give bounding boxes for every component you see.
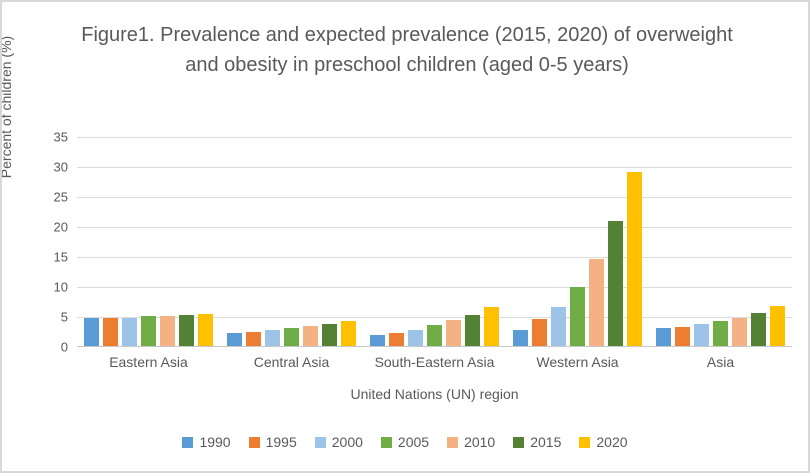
bar-2010-asia [732, 317, 747, 347]
x-axis-title: United Nations (UN) region [350, 386, 519, 402]
bar-groups [77, 137, 792, 347]
x-label-south-eastern-asia: South-Eastern Asia [374, 354, 495, 370]
legend-label-2020: 2020 [596, 434, 628, 450]
legend-swatch-1990 [182, 436, 194, 448]
plot-area [77, 137, 792, 347]
y-tick-10: 10 [53, 279, 68, 295]
bar-2015-western-asia [608, 221, 623, 347]
bar-1990-eastern-asia [84, 318, 99, 347]
legend-swatch-2005 [380, 436, 392, 448]
bar-group-eastern-asia [77, 137, 220, 347]
bar-2015-asia [751, 313, 766, 347]
bar-2000-eastern-asia [122, 317, 137, 347]
legend-swatch-2010 [447, 436, 459, 448]
bar-group-central-asia [220, 137, 363, 347]
bar-2020-south-eastern-asia [484, 307, 499, 347]
chart-title: Figure1. Prevalence and expected prevale… [81, 24, 733, 76]
gridline-5 [77, 317, 792, 318]
x-label-central-asia: Central Asia [253, 354, 330, 370]
legend-item-1995: 1995 [248, 434, 297, 450]
bar-2005-eastern-asia [141, 316, 156, 347]
gridline-20 [77, 227, 792, 228]
bar-2000-western-asia [551, 306, 566, 347]
legend-item-2010: 2010 [447, 434, 495, 450]
bar-1990-asia [656, 327, 671, 347]
bar-2020-eastern-asia [198, 314, 213, 347]
gridline-30 [77, 167, 792, 168]
y-axis-title: Percent of children (%) [0, 35, 14, 179]
bar-2005-western-asia [570, 287, 585, 347]
bar-2010-central-asia [303, 326, 318, 347]
legend-swatch-2020 [579, 436, 591, 448]
x-label-eastern-asia: Eastern Asia [109, 354, 188, 370]
bar-group-asia [649, 137, 792, 347]
bar-2020-asia [770, 306, 785, 347]
bar-2005-asia [713, 321, 728, 347]
y-tick-30: 30 [53, 159, 68, 175]
bar-1995-western-asia [532, 319, 547, 347]
y-tick-15: 15 [53, 249, 68, 265]
legend-label-2005: 2005 [397, 434, 430, 450]
bar-2000-central-asia [265, 330, 280, 347]
bar-2020-western-asia [627, 171, 642, 347]
legend-item-2000: 2000 [314, 434, 363, 450]
legend-label-1995: 1995 [265, 434, 297, 450]
bar-1995-central-asia [246, 332, 261, 347]
legend-item-2005: 2005 [380, 434, 430, 450]
bar-1995-south-eastern-asia [389, 332, 404, 347]
bar-2010-western-asia [589, 259, 604, 347]
bar-1990-western-asia [513, 329, 528, 347]
bar-2020-central-asia [341, 321, 356, 347]
x-axis-line [77, 346, 792, 347]
bar-2015-eastern-asia [179, 315, 194, 347]
gridline-15 [77, 257, 792, 258]
legend-swatch-2015 [513, 436, 525, 448]
bar-2010-eastern-asia [160, 315, 175, 347]
y-tick-0: 0 [60, 339, 68, 355]
bar-2010-south-eastern-asia [446, 320, 461, 347]
bar-2000-south-eastern-asia [408, 329, 423, 347]
bar-1995-eastern-asia [103, 318, 118, 347]
legend-label-1990: 1990 [199, 434, 231, 450]
gridline-35 [77, 137, 792, 138]
gridline-10 [77, 287, 792, 288]
legend: 1990 1995 2000 2005 2010 2015 2020 [2, 434, 808, 450]
gridline-25 [77, 197, 792, 198]
bar-2000-asia [694, 324, 709, 347]
x-label-western-asia: Western Asia [536, 354, 619, 370]
bar-1990-central-asia [227, 333, 242, 347]
legend-label-2000: 2000 [331, 434, 363, 450]
legend-item-2020: 2020 [579, 434, 628, 450]
legend-label-2010: 2010 [464, 434, 496, 450]
x-label-asia: Asia [706, 354, 735, 370]
legend-label-2015: 2015 [530, 434, 562, 450]
bar-2015-central-asia [322, 323, 337, 347]
bar-1995-asia [675, 326, 690, 347]
bar-2005-central-asia [284, 327, 299, 347]
x-category-labels: Eastern Asia Central Asia South-Eastern As… [77, 354, 792, 370]
y-tick-25: 25 [53, 189, 68, 205]
legend-item-2015: 2015 [513, 434, 561, 450]
bar-group-western-asia [506, 137, 649, 347]
y-tick-5: 5 [60, 309, 68, 325]
legend-swatch-2000 [314, 436, 326, 448]
y-tick-35: 35 [53, 129, 68, 145]
y-tick-20: 20 [53, 219, 68, 235]
legend-item-1990: 1990 [182, 434, 231, 450]
bar-2015-south-eastern-asia [465, 314, 480, 347]
legend-swatch-1995 [248, 436, 260, 448]
bar-1990-south-eastern-asia [370, 335, 385, 347]
bar-2005-south-eastern-asia [427, 324, 442, 347]
bar-group-south-eastern-asia [363, 137, 506, 347]
